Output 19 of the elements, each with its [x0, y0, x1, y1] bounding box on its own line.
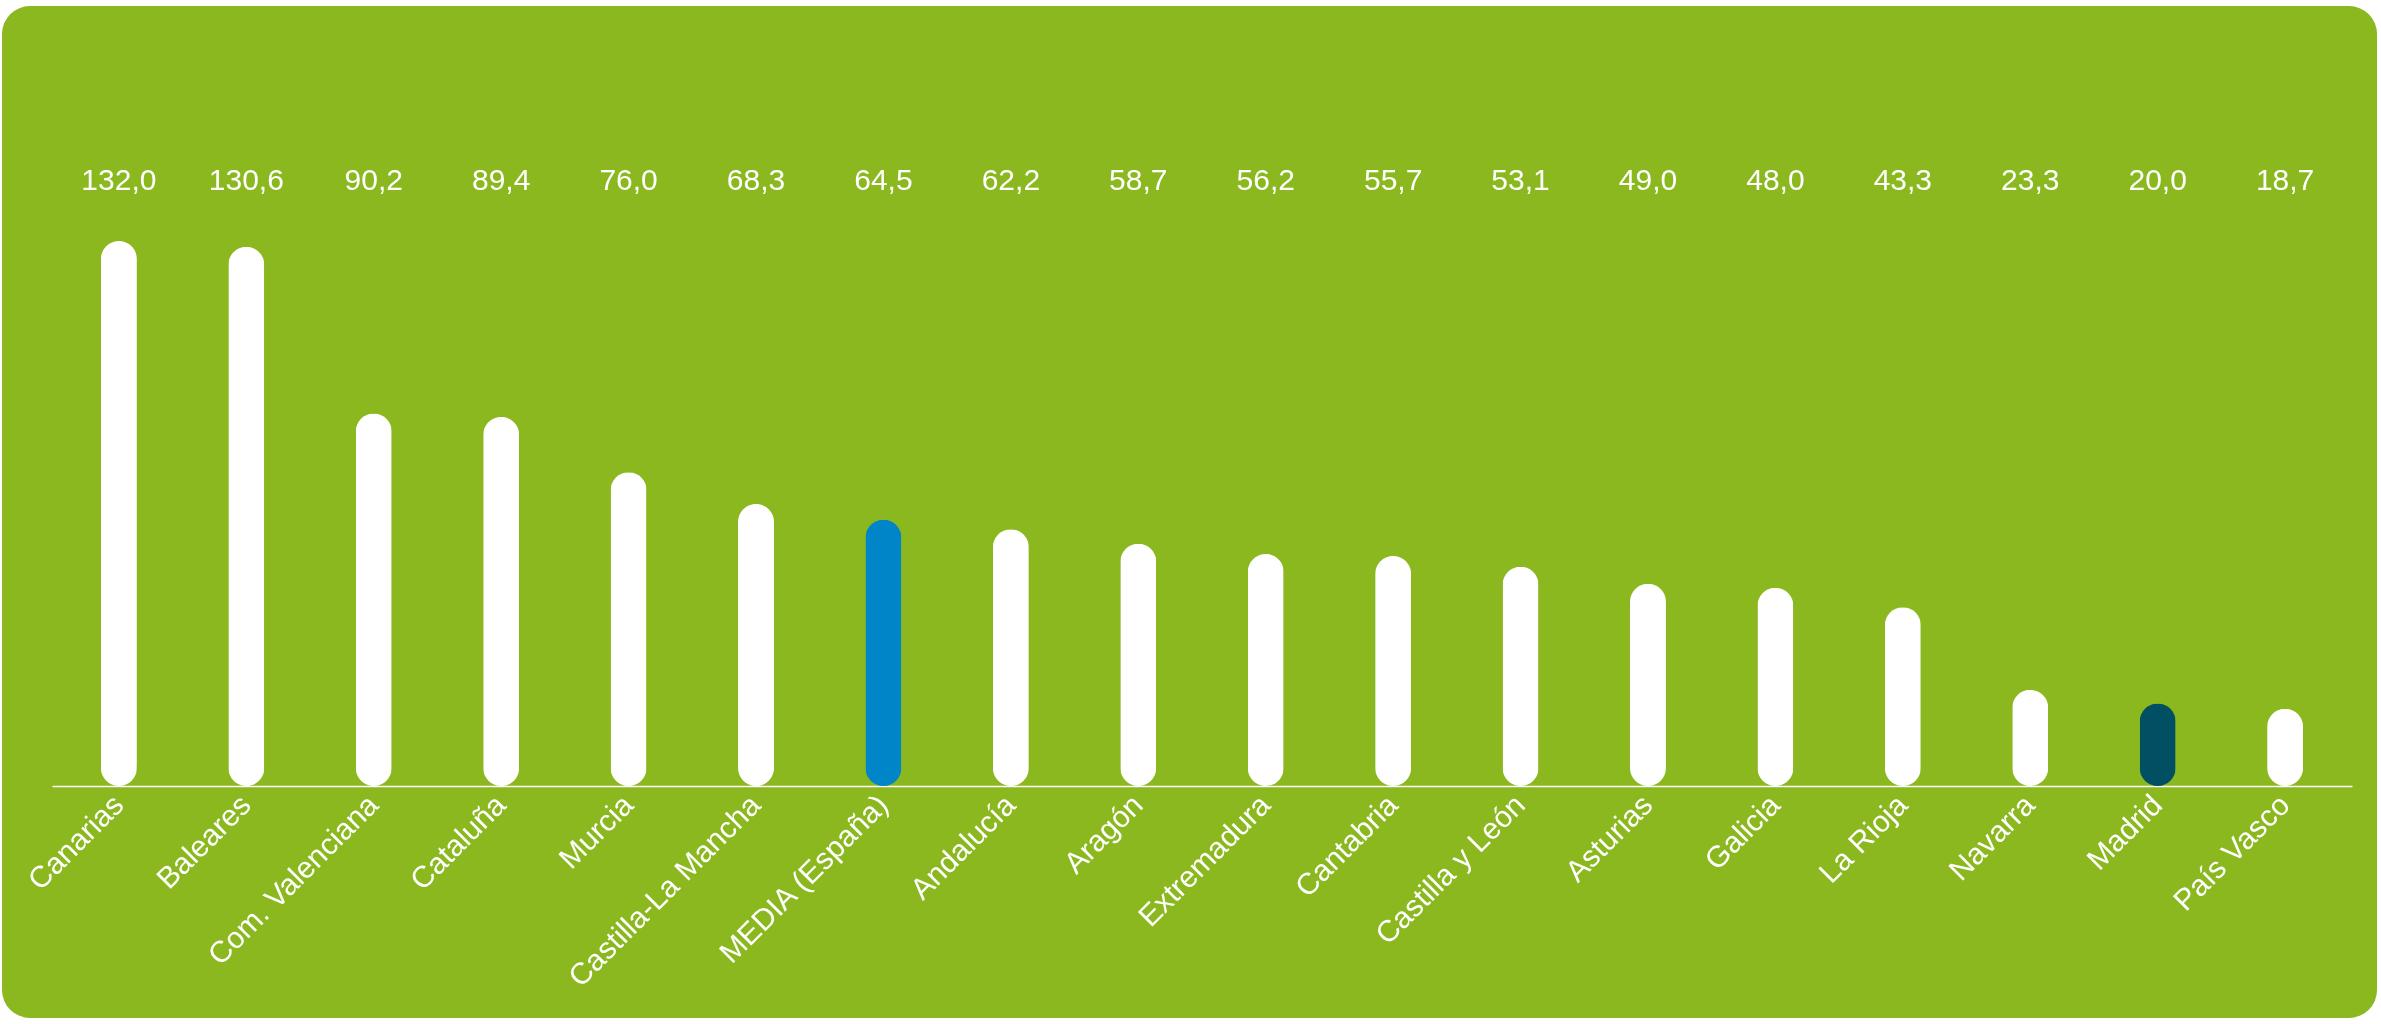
data-label: 56,2	[1236, 163, 1295, 196]
data-label: 23,3	[2001, 163, 2060, 196]
bar	[865, 519, 902, 786]
data-label: 90,2	[344, 163, 403, 196]
data-label: 43,3	[1873, 163, 1933, 196]
data-label: 48,0	[1746, 163, 1805, 196]
data-label: 53,1	[1491, 163, 1550, 196]
data-label: 20,0	[2128, 163, 2187, 196]
data-label: 58,7	[1109, 163, 1168, 196]
data-label: 68,3	[726, 163, 786, 196]
data-label: 132,0	[81, 163, 157, 196]
data-label: 89,4	[471, 163, 531, 196]
data-label: 76,0	[599, 163, 658, 196]
data-label: 130,6	[208, 163, 284, 196]
data-label: 64,5	[854, 163, 913, 196]
data-label: 62,2	[981, 163, 1041, 196]
data-label: 55,7	[1363, 163, 1423, 196]
data-label: 49,0	[1618, 163, 1678, 196]
data-label: 18,7	[2255, 163, 2315, 196]
